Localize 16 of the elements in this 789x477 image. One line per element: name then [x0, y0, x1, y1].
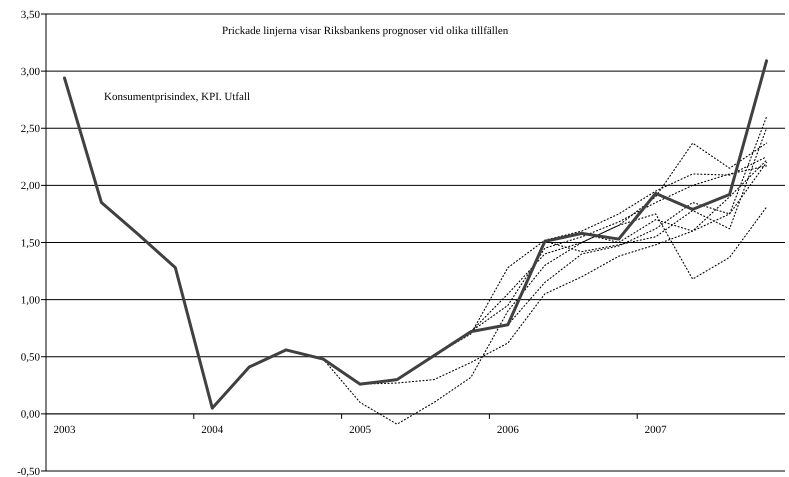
y-tick-label: -0,50 [17, 466, 40, 477]
y-tick-label: 0,50 [20, 352, 40, 364]
y-tick-label: 2,00 [20, 180, 40, 192]
y-tick-label: 1,00 [20, 294, 40, 306]
y-tick-label: 2,50 [20, 123, 40, 136]
y-tick-label: 0,00 [20, 408, 40, 421]
x-tick-label: 2004 [201, 424, 224, 436]
x-tick-label: 2007 [644, 424, 668, 436]
y-tick-label: 3,50 [20, 8, 40, 21]
annotation: Konsumentprisindex, KPI. Utfall [104, 91, 250, 103]
x-tick-label: 2003 [53, 424, 76, 436]
y-tick-label: 3,00 [20, 66, 40, 78]
x-tick-label: 2006 [496, 424, 520, 436]
y-tick-label: 1,50 [20, 237, 40, 250]
annotation: Prickade linjerna visar Riksbankens prognoser vid olika tillfällen [222, 25, 509, 37]
x-tick-label: 2005 [349, 424, 372, 436]
